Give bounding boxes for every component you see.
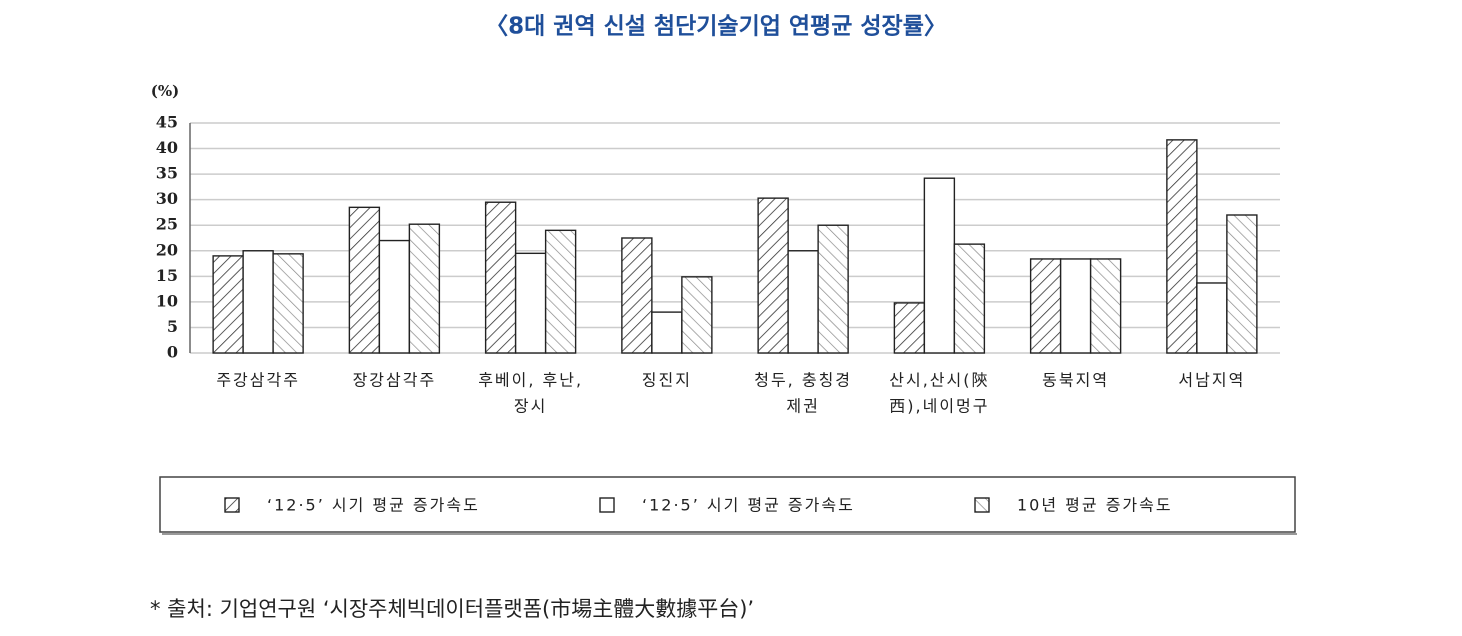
x-tick-label: 제권 [786, 397, 819, 416]
bar [378, 239, 411, 354]
x-tick-label: 장시 [514, 397, 547, 416]
x-tick-label: 청두, 충칭경 [754, 371, 852, 390]
y-tick-label: 0 [167, 343, 178, 362]
bar [408, 223, 441, 354]
x-tick-label: 징진지 [642, 371, 692, 390]
bar [923, 177, 956, 354]
bar [651, 311, 683, 354]
y-tick-label: 10 [156, 291, 178, 310]
y-unit: (%) [151, 82, 179, 100]
bar [621, 237, 653, 354]
bar [212, 255, 244, 354]
x-tick-label: 장강삼각주 [353, 371, 437, 390]
bar [272, 253, 304, 354]
bar [893, 302, 926, 354]
x-tick-label: 후베이, 후난, [478, 371, 583, 390]
y-tick-label: 15 [156, 266, 178, 285]
y-tick-label: 35 [156, 164, 178, 183]
bar [817, 224, 849, 354]
bar [953, 243, 986, 354]
bar [1029, 258, 1062, 354]
legend-swatch [974, 497, 990, 513]
legend-label: ‘12·5’ 시기 평균 증가속도 [642, 496, 855, 515]
y-tick-label: 40 [156, 138, 178, 157]
bar [544, 229, 577, 354]
source-note: * 출처: 기업연구원 ‘시장주체빅데이터플랫폼(市場主體大數據平台)’ [150, 597, 754, 621]
y-tick-label: 20 [156, 240, 178, 259]
legend-label: ‘12·5’ 시기 평균 증가속도 [267, 496, 480, 515]
bar [757, 197, 789, 354]
legend-swatch [599, 497, 615, 513]
x-tick-label: 산시,산시(陝 [889, 371, 989, 390]
bar [1196, 282, 1228, 354]
bar [1226, 214, 1258, 354]
bar [787, 250, 819, 354]
bar [484, 201, 517, 354]
y-tick-label: 25 [156, 215, 178, 234]
x-tick-label: 주강삼각주 [216, 371, 300, 390]
x-tick-label: 동북지역 [1042, 371, 1109, 390]
legend-swatch [224, 497, 240, 513]
bar [514, 252, 547, 354]
bar [1089, 258, 1122, 354]
x-tick-label: 서남지역 [1178, 371, 1245, 390]
bar [242, 250, 274, 354]
y-tick-label: 5 [167, 317, 178, 336]
bar [1166, 139, 1198, 354]
legend-label: 10년 평균 증가속도 [1017, 496, 1173, 515]
x-tick-label: 西),네이멍구 [889, 397, 989, 416]
y-tick-label: 45 [156, 113, 178, 132]
legend-box [159, 476, 1296, 533]
y-tick-label: 30 [156, 189, 178, 208]
bar [681, 276, 713, 354]
chart-title: 〈8대 권역 신설 첨단기술기업 연평균 성장률〉 [485, 14, 947, 40]
bar [348, 206, 381, 354]
bar [1059, 258, 1092, 354]
